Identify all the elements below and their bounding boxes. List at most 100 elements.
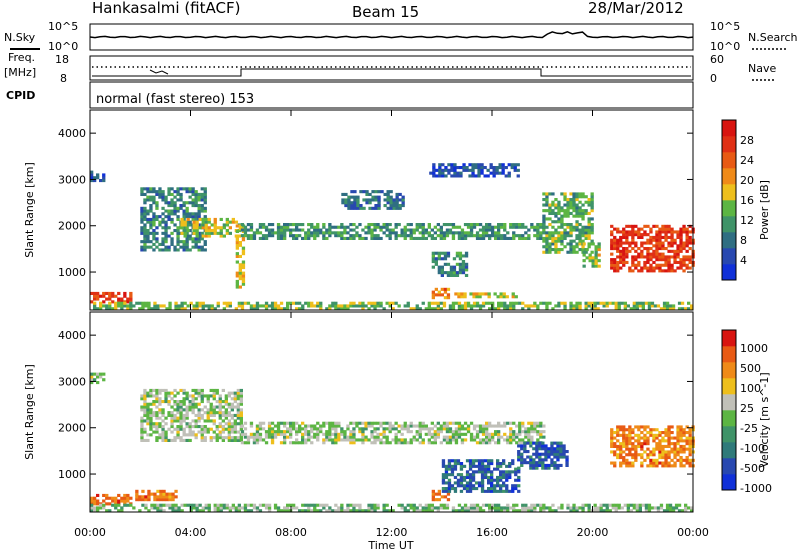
heatmap-cell — [140, 245, 144, 249]
heatmap-cell — [401, 201, 405, 205]
heatmap-cell — [622, 247, 626, 251]
heatmap-cell — [512, 307, 516, 311]
heatmap-cell — [498, 171, 502, 175]
heatmap-cell — [619, 238, 623, 242]
heatmap-cell — [158, 425, 162, 429]
colorbar-frame — [721, 329, 737, 491]
heatmap-cell — [548, 248, 552, 252]
heatmap-cell — [515, 234, 519, 238]
heatmap-cell — [673, 461, 677, 465]
heatmap-cell — [370, 506, 374, 510]
heatmap-cell — [212, 422, 216, 426]
heatmap-cell — [538, 444, 542, 448]
heatmap-cell — [590, 209, 594, 213]
heatmap-cell — [620, 301, 624, 305]
heatmap-cell — [388, 304, 392, 308]
heatmap-cell — [556, 444, 560, 448]
heatmap-cell — [643, 247, 647, 251]
heatmap-cell — [436, 506, 440, 510]
heatmap-cell — [587, 301, 591, 305]
heatmap-cell — [497, 225, 501, 229]
heatmap-cell — [450, 473, 455, 477]
heatmap-cell — [469, 435, 474, 439]
heatmap-cell — [200, 195, 204, 199]
heatmap-cell — [658, 263, 662, 267]
heatmap-cell — [646, 233, 650, 237]
heatmap-cell — [239, 391, 243, 395]
heatmap-cell — [556, 463, 560, 467]
heatmap-cell — [625, 249, 629, 253]
heatmap-cell — [388, 228, 392, 232]
heatmap-cell — [487, 462, 491, 466]
heatmap-cell — [616, 230, 620, 234]
heatmap-cell — [238, 266, 242, 270]
heatmap-cell — [610, 241, 614, 245]
heatmap-cell — [292, 421, 296, 425]
heatmap-cell — [194, 215, 198, 219]
heatmap-cell — [171, 506, 175, 510]
heatmap-cell — [283, 438, 287, 442]
heatmap-cell — [443, 296, 448, 300]
heatmap-cell — [572, 203, 576, 207]
heatmap-cell — [180, 223, 184, 227]
heatmap-cell — [313, 225, 317, 229]
heatmap-cell — [264, 304, 269, 308]
heatmap-cell — [433, 424, 437, 428]
heatmap-cell — [556, 447, 560, 451]
heatmap-cell — [394, 421, 398, 425]
heatmap-cell — [578, 301, 582, 305]
heatmap-cell — [588, 256, 592, 260]
heatmap-cell — [500, 304, 504, 308]
heatmap-cell — [225, 506, 229, 510]
heatmap-cell — [361, 421, 365, 425]
heatmap-cell — [529, 463, 533, 467]
heatmap-cell — [129, 301, 133, 305]
heatmap-cell — [188, 195, 192, 199]
heatmap-cell — [273, 435, 278, 439]
heatmap-cell — [631, 260, 635, 264]
heatmap-cell — [524, 225, 528, 229]
heatmap-cell — [516, 168, 520, 172]
y-tick-label: 3000 — [58, 375, 86, 388]
heatmap-cell — [436, 421, 440, 425]
heatmap-cell — [364, 236, 368, 240]
heatmap-cell — [319, 427, 323, 431]
heatmap-cell — [521, 430, 525, 434]
heatmap-cell — [481, 430, 486, 434]
heatmap-cell — [197, 419, 201, 423]
heatmap-cell — [641, 307, 645, 311]
heatmap-cell — [610, 263, 614, 267]
heatmap-cell — [445, 234, 450, 238]
heatmap-cell — [512, 509, 516, 513]
heatmap-cell — [212, 397, 216, 401]
heatmap-cell — [569, 307, 573, 311]
heatmap-cell — [676, 244, 680, 248]
heatmap-cell — [536, 421, 540, 425]
freq-dip-trace — [149, 69, 169, 75]
heatmap-cell — [200, 388, 204, 392]
heatmap-cell — [140, 187, 144, 191]
heatmap-cell — [239, 397, 243, 401]
heatmap-cell — [158, 220, 162, 224]
heatmap-cell — [518, 427, 522, 431]
heatmap-cell — [557, 203, 561, 207]
heatmap-cell — [239, 394, 243, 398]
heatmap-cell — [664, 444, 668, 448]
heatmap-cell — [460, 506, 465, 510]
heatmap-cell — [164, 226, 168, 230]
heatmap-cell — [454, 301, 459, 305]
heatmap-cell — [165, 495, 169, 499]
heatmap-cell — [436, 435, 440, 439]
heatmap-cell — [523, 461, 527, 465]
heatmap-cell — [643, 458, 647, 462]
heatmap-cell — [511, 484, 515, 488]
heatmap-cell — [532, 447, 536, 451]
heatmap-cell — [628, 447, 632, 451]
heatmap-cell — [646, 224, 650, 228]
heatmap-cell — [141, 304, 145, 308]
heatmap-cell — [578, 307, 582, 311]
heatmap-cell — [117, 301, 121, 305]
heatmap-cell — [161, 430, 165, 434]
heatmap-cell — [373, 236, 377, 240]
heatmap-cell — [343, 435, 347, 439]
